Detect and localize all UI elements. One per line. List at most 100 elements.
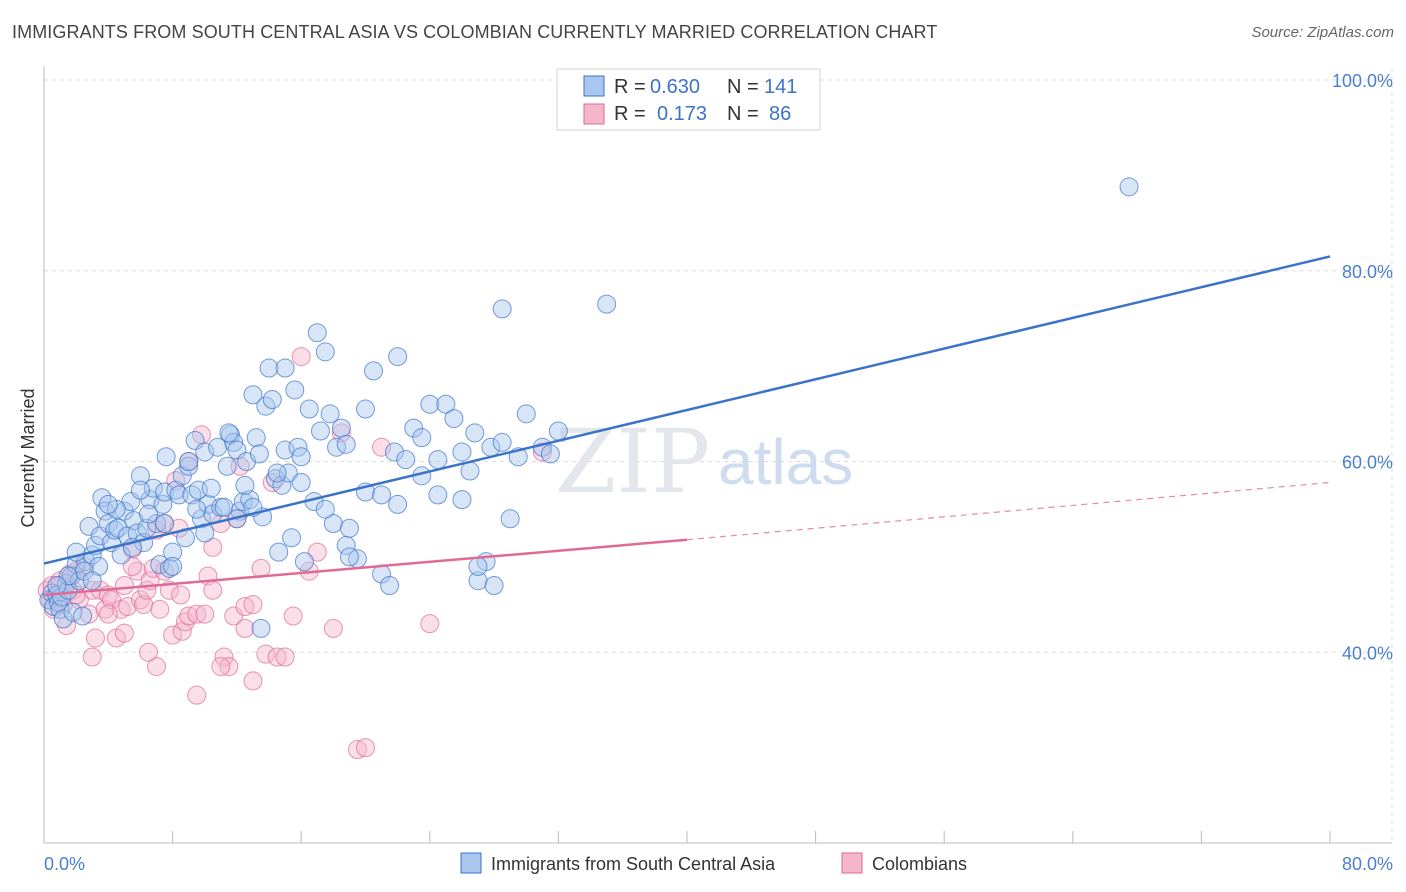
south-central-asia-point	[428, 485, 448, 505]
colombians-point	[179, 606, 199, 626]
watermark: ZIP atlas	[555, 410, 853, 513]
south-central-asia-point	[156, 447, 176, 467]
colombians-point	[150, 599, 170, 619]
south-central-asia-point	[98, 494, 118, 514]
south-central-asia-point	[285, 380, 305, 400]
colombians-point	[235, 618, 255, 638]
trend-lines	[43, 255, 1331, 597]
colombians-point	[219, 657, 239, 677]
south-central-asia-point	[364, 361, 384, 381]
south-central-asia-point	[404, 418, 424, 438]
south-central-asia-point	[388, 494, 408, 514]
south-central-asia-point	[240, 490, 260, 510]
south-central-asia-point	[452, 490, 472, 510]
south-central-asia-point	[214, 497, 234, 517]
legend-n-value-pink: 86	[769, 103, 791, 125]
south-central-asia-point	[492, 299, 512, 319]
south-central-asia-point	[163, 542, 183, 562]
legend-swatch-blue	[583, 75, 605, 97]
colombians-point	[187, 604, 207, 624]
colombians-point	[347, 740, 367, 760]
colombians-point	[267, 647, 287, 667]
chart-title: IMMIGRANTS FROM SOUTH CENTRAL ASIA VS CO…	[12, 22, 938, 42]
south-central-asia-point	[1119, 177, 1139, 197]
series-legend: Immigrants from South Central Asia Colom…	[460, 852, 967, 874]
bottom-legend-label-pink: Colombians	[872, 854, 967, 874]
legend-r-value-blue: 0.630	[650, 76, 700, 98]
south-central-asia-point	[320, 404, 340, 424]
correlation-legend: R = 0.630 N = 141 R = 0.173 N = 86	[556, 68, 821, 131]
colombians-point	[235, 596, 255, 616]
x-tick-label: 80.0%	[1342, 854, 1393, 874]
south-central-asia-point	[460, 461, 480, 481]
south-central-asia-point	[540, 444, 560, 464]
bottom-legend-label-blue: Immigrants from South Central Asia	[491, 854, 776, 874]
south-central-asia-point	[291, 472, 311, 492]
south-central-asia-point	[53, 609, 73, 629]
legend-r-label-blue: R =	[614, 76, 646, 98]
legend-r-value-pink: 0.173	[657, 103, 707, 125]
south-central-asia-point	[201, 478, 221, 498]
south-central-asia-points	[39, 177, 1139, 638]
colombians-trend-line	[43, 538, 688, 597]
south-central-asia-point	[79, 516, 99, 536]
south-central-asia-point	[235, 475, 255, 495]
south-central-asia-point	[356, 399, 375, 419]
south-central-asia-point	[82, 571, 102, 591]
south-central-asia-point	[137, 518, 157, 538]
south-central-asia-point	[278, 463, 298, 483]
south-central-asia-point	[294, 552, 314, 572]
y-axis-title: Currently Married	[18, 388, 38, 527]
legend-n-label-pink: N =	[727, 103, 759, 125]
south-central-asia-point	[597, 294, 617, 314]
colombians-point	[283, 606, 303, 626]
colombians-point	[114, 623, 134, 643]
south-central-asia-point	[58, 566, 78, 586]
south-central-asia-point	[516, 404, 536, 424]
colombians-point	[122, 556, 142, 576]
colombians-point	[85, 628, 105, 648]
colombians-point	[323, 618, 343, 638]
south-central-asia-point	[224, 432, 244, 452]
colombians-point	[175, 612, 195, 632]
y-tick-label: 80.0%	[1342, 262, 1393, 282]
south-central-asia-point	[315, 499, 335, 519]
south-central-asia-point	[331, 418, 351, 438]
south-central-asia-point	[548, 421, 568, 441]
south-central-asia-point	[500, 509, 520, 529]
colombians-point	[98, 604, 118, 624]
colombians-point	[275, 647, 295, 667]
south-central-asia-point	[246, 428, 266, 448]
south-central-asia-point	[192, 509, 212, 529]
south-central-asia-point	[130, 480, 150, 500]
grid-lines	[44, 68, 1393, 843]
south-central-asia-point	[163, 556, 183, 576]
south-central-asia-point	[412, 428, 432, 448]
colombians-point	[224, 606, 244, 626]
bottom-legend-swatch-pink	[841, 852, 863, 874]
south-central-asia-point	[372, 485, 392, 505]
south-central-asia-point	[187, 499, 207, 519]
watermark-atlas: atlas	[718, 426, 853, 498]
axes	[43, 66, 1392, 844]
south-central-asia-point	[299, 399, 319, 419]
colombians-point	[532, 442, 552, 462]
south-central-asia-point	[339, 518, 359, 538]
south-central-asia-point	[249, 444, 269, 464]
y-tick-label: 40.0%	[1342, 643, 1393, 663]
south-central-asia-point	[436, 394, 456, 414]
colombians-point	[243, 671, 263, 691]
south-central-asia-point	[219, 423, 239, 443]
colombians-point	[372, 437, 392, 457]
south-central-asia-point	[195, 442, 215, 462]
x-tick-labels: 0.0% 80.0%	[44, 854, 1393, 874]
colombians-point	[356, 738, 375, 758]
colombians-point	[211, 657, 231, 677]
south-central-asia-point	[444, 409, 464, 429]
south-central-asia-point	[259, 358, 279, 378]
colombians-point	[291, 347, 311, 367]
colombians-point	[331, 423, 351, 443]
south-central-asia-point	[172, 466, 192, 486]
south-central-asia-point	[63, 602, 83, 622]
